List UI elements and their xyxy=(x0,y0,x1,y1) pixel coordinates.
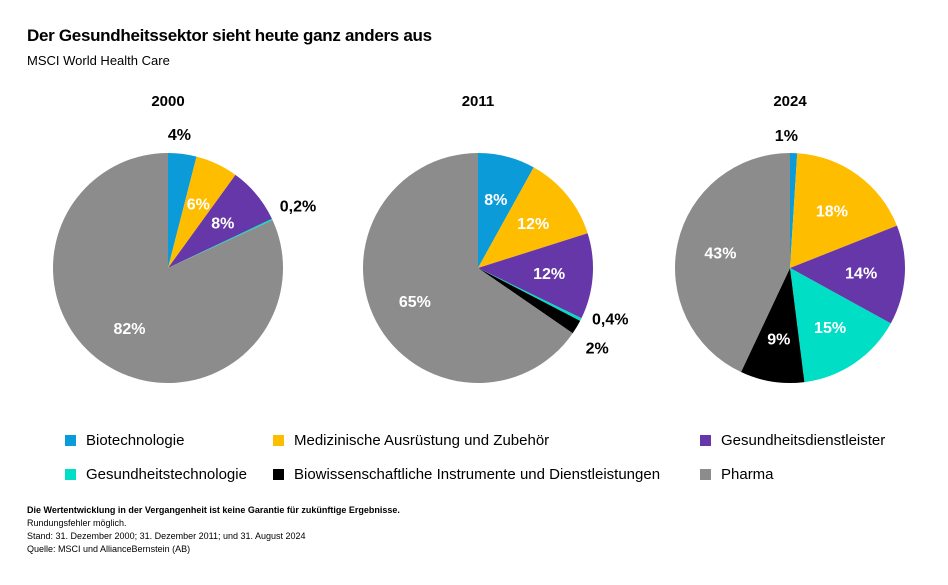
pie-label-2024-4: 9% xyxy=(767,331,790,348)
pie-slice-2024-3 xyxy=(790,268,891,383)
pie-label-2024-0: 1% xyxy=(775,128,798,145)
legend-item-pharma: Pharma xyxy=(700,466,774,483)
pie-slice-2011-3 xyxy=(478,268,582,321)
pie-charts: 20004%6%8%0,2%82%20118%12%12%0,4%2%65%20… xyxy=(52,93,905,384)
pie-label-2000-5: 82% xyxy=(113,321,145,338)
pie-slice-2011-2 xyxy=(478,233,593,319)
pie-label-2024-5: 43% xyxy=(704,245,736,262)
chart-subtitle: MSCI World Health Care xyxy=(27,53,170,68)
pie-slice-2011-0 xyxy=(478,153,534,268)
pie-slice-2024-2 xyxy=(790,225,905,324)
pie-slice-2011-5 xyxy=(363,153,573,383)
legend-item-gesundheitstechnologie: Gesundheitstechnologie xyxy=(65,466,247,483)
legend-label: Biowissenschaftliche Instrumente und Die… xyxy=(294,466,661,483)
footer-notes: Die Wertentwicklung in der Vergangenheit… xyxy=(27,504,400,556)
footer-disclaimer: Die Wertentwicklung in der Vergangenheit… xyxy=(27,505,400,515)
pie-slice-2000-1 xyxy=(168,156,236,268)
pie-label-2024-2: 14% xyxy=(845,265,877,282)
pie-slice-2000-2 xyxy=(168,174,272,268)
pie-label-2000-1: 6% xyxy=(187,196,210,213)
pie-title-2011: 2011 xyxy=(462,93,495,110)
pie-title-2000: 2000 xyxy=(151,93,184,110)
pie-slice-2011-1 xyxy=(478,167,588,268)
pie-label-2024-3: 15% xyxy=(814,320,846,337)
pie-label-2000-0: 4% xyxy=(168,127,191,144)
pie-label-2011-1: 12% xyxy=(517,216,549,233)
legend-swatch xyxy=(273,435,284,446)
legend-label: Biotechnologie xyxy=(86,432,185,449)
legend-swatch xyxy=(700,435,711,446)
legend-label: Medizinische Ausrüstung und Zubehör xyxy=(294,432,550,449)
pie-slice-2011-4 xyxy=(478,268,581,334)
legend-swatch xyxy=(700,469,711,480)
legend-item-gesundheitsdienstleister: Gesundheitsdienstleister xyxy=(700,432,885,449)
legend-item-medizinische-ausruestung: Medizinische Ausrüstung und Zubehör xyxy=(273,432,549,449)
pie-label-2024-1: 18% xyxy=(816,203,848,220)
legend-label: Gesundheitsdienstleister xyxy=(721,432,886,449)
legend-item-biotechnologie: Biotechnologie xyxy=(65,432,184,449)
pie-label-2011-4: 2% xyxy=(586,341,609,358)
pie-label-2011-2: 12% xyxy=(533,266,565,283)
pie-label-2000-2: 8% xyxy=(211,215,234,232)
legend-label: Pharma xyxy=(721,466,774,483)
pie-label-2011-3: 0,4% xyxy=(592,311,628,328)
legend-swatch xyxy=(273,469,284,480)
legend-item-biowissenschaftliche-instrumente: Biowissenschaftliche Instrumente und Die… xyxy=(273,466,660,483)
pie-slice-2024-0 xyxy=(790,153,798,268)
pie-label-2000-3: 0,2% xyxy=(280,198,316,215)
pie-slice-2024-1 xyxy=(790,153,897,268)
pie-slice-2000-0 xyxy=(168,153,197,268)
legend-swatch xyxy=(65,469,76,480)
pie-slice-2024-4 xyxy=(741,268,805,383)
footer-source: Quelle: MSCI und AllianceBernstein (AB) xyxy=(27,544,191,554)
legend-swatch xyxy=(65,435,76,446)
pie-label-2011-0: 8% xyxy=(484,192,507,209)
footer-date: Stand: 31. Dezember 2000; 31. Dezember 2… xyxy=(27,531,306,541)
pie-title-2024: 2024 xyxy=(773,93,807,110)
pie-slice-2024-5 xyxy=(674,153,790,373)
pie-slice-2000-3 xyxy=(168,218,273,268)
pie-label-2011-5: 65% xyxy=(399,294,431,311)
legend-label: Gesundheitstechnologie xyxy=(86,466,247,483)
footer-rounding: Rundungsfehler möglich. xyxy=(27,518,127,528)
chart-title: Der Gesundheitssektor sieht heute ganz a… xyxy=(27,26,432,45)
pie-slice-2000-5 xyxy=(52,153,283,384)
